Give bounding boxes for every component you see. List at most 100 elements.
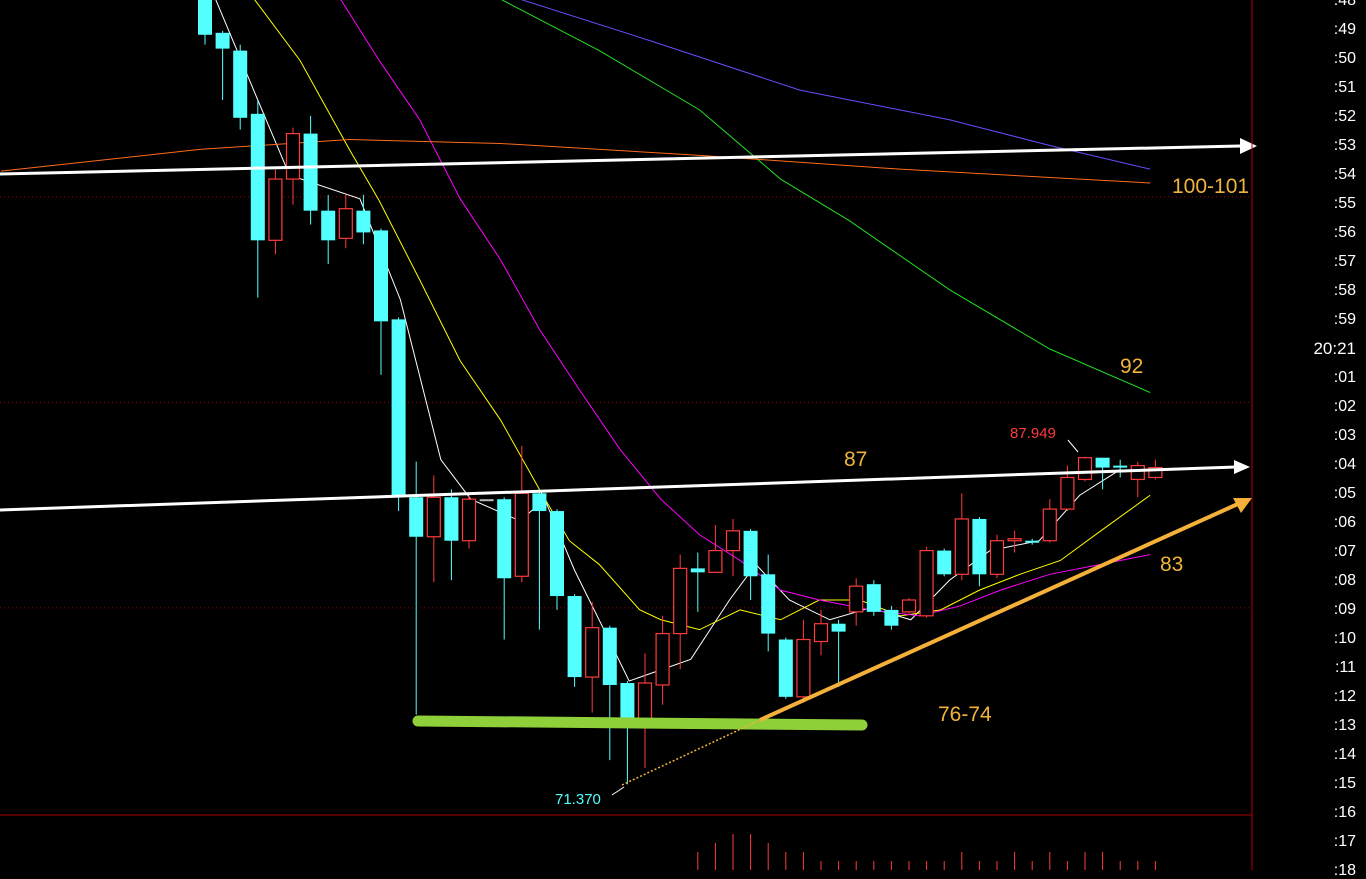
candle-body	[250, 113, 265, 241]
moving-averages	[0, 0, 1151, 682]
candle	[972, 516, 987, 587]
candle	[1077, 456, 1093, 482]
axis-tick-label: :08	[1333, 572, 1356, 589]
axis-tick-label: :59	[1333, 311, 1356, 328]
axis-tick-label: :51	[1333, 79, 1356, 96]
axis-tick-label: :11	[1334, 659, 1356, 676]
axis-tick-label: :52	[1333, 108, 1356, 125]
axis-tick-label: :56	[1333, 224, 1356, 241]
axis-tick-label: 20:21	[1313, 339, 1356, 358]
candle	[602, 625, 617, 761]
candle	[673, 554, 688, 670]
candle	[796, 619, 811, 703]
candle-body	[497, 499, 512, 579]
candle	[550, 509, 564, 610]
candle	[655, 615, 670, 705]
candle-body	[761, 574, 776, 634]
axis-tick-label: :06	[1333, 514, 1356, 531]
candle	[321, 194, 336, 265]
candle-body	[1095, 457, 1110, 468]
label-76-74: 76-74	[938, 703, 992, 726]
moving-average-line	[520, 0, 1151, 170]
candle-body	[919, 549, 934, 617]
candle	[708, 524, 723, 573]
candle	[954, 493, 969, 581]
label-92: 92	[1120, 355, 1144, 378]
candle	[268, 169, 283, 255]
candle	[585, 601, 600, 713]
label-87: 87	[844, 448, 868, 471]
axis-tick-label: :16	[1333, 804, 1356, 821]
candle-body	[514, 492, 529, 577]
candle-body	[849, 585, 864, 613]
candle	[1095, 457, 1110, 490]
candle	[356, 194, 371, 245]
candle-body	[391, 319, 406, 496]
moving-average-line	[0, 139, 1151, 184]
candle-body	[620, 683, 635, 725]
candle-body	[1113, 465, 1128, 468]
candle	[884, 605, 899, 630]
candle	[215, 30, 230, 100]
candle	[374, 228, 388, 375]
candle-body	[338, 208, 353, 239]
candle	[743, 528, 758, 600]
candle	[497, 497, 512, 640]
candle	[338, 194, 353, 249]
axis-tick-label: :18	[1333, 862, 1356, 879]
arrow-upper-head-icon	[1240, 138, 1257, 154]
candle	[690, 552, 705, 612]
candle-body	[972, 518, 987, 575]
moving-average-line	[340, 0, 1151, 617]
candle-body	[1148, 466, 1163, 479]
candle-body	[901, 599, 917, 613]
label-100-101: 100-101	[1172, 175, 1250, 198]
candles	[198, 0, 1163, 785]
drawn-annotations	[0, 138, 1257, 796]
candle-body	[198, 0, 212, 35]
candle	[250, 100, 265, 298]
label-83: 83	[1160, 553, 1184, 576]
candle-body	[374, 230, 388, 322]
candle	[761, 554, 776, 652]
candle	[937, 548, 952, 577]
axis-tick-label: :13	[1333, 717, 1356, 734]
candle	[1025, 538, 1040, 545]
candle-body	[585, 627, 600, 678]
candle-body	[567, 596, 582, 678]
candle	[778, 637, 793, 699]
axis-tick-label: :15	[1333, 775, 1356, 792]
candle	[813, 609, 829, 656]
candle	[567, 594, 582, 687]
candle-body	[426, 496, 441, 538]
candle-body	[303, 133, 318, 211]
candle-body	[1130, 465, 1145, 481]
candle-body	[937, 550, 952, 575]
candle-body	[1060, 476, 1075, 510]
candle-body	[268, 178, 283, 241]
moving-average-line	[501, 0, 1151, 393]
candle	[444, 489, 459, 581]
candle-body	[655, 632, 670, 686]
axis-tick-label: :03	[1333, 427, 1356, 444]
candle	[637, 653, 653, 768]
axis-tick-label: :09	[1333, 601, 1356, 618]
axis-tick-label: :58	[1333, 282, 1356, 299]
candle-body	[954, 518, 969, 575]
low-pointer	[611, 786, 625, 796]
trend-arrowhead-icon	[1233, 498, 1252, 513]
candle-body	[215, 32, 230, 49]
arrow-middle	[0, 465, 1237, 512]
candle-body	[602, 627, 617, 685]
candle	[725, 518, 741, 577]
axis-tick-label: :49	[1333, 21, 1356, 38]
moving-average-line	[254, 0, 1151, 631]
axis-tick-label: :01	[1333, 369, 1356, 386]
candle	[1042, 499, 1057, 543]
axis-tick-label: :04	[1333, 456, 1356, 473]
candle-body	[813, 623, 829, 643]
candle-body	[1007, 538, 1022, 542]
axis-tick-label: :12	[1333, 688, 1356, 705]
candle-body	[673, 567, 688, 635]
